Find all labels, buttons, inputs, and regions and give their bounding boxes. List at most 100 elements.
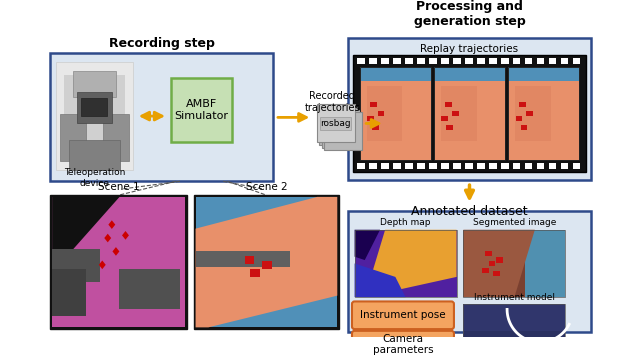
Text: Teleoperation
device: Teleoperation device <box>64 168 125 188</box>
Bar <box>489 163 497 169</box>
Polygon shape <box>104 234 111 242</box>
Bar <box>417 58 425 64</box>
Text: Recording step: Recording step <box>109 37 215 49</box>
Text: Scene 2: Scene 2 <box>246 182 287 192</box>
Bar <box>52 269 86 316</box>
Bar <box>493 271 500 276</box>
Bar <box>519 102 526 107</box>
Bar <box>357 58 365 64</box>
Bar <box>516 116 522 121</box>
Bar <box>434 81 505 160</box>
Bar <box>453 163 461 169</box>
Bar <box>429 58 436 64</box>
Bar <box>489 58 497 64</box>
Bar <box>250 269 260 277</box>
Bar <box>405 163 413 169</box>
Bar <box>51 53 273 181</box>
Polygon shape <box>108 220 115 229</box>
Bar <box>452 111 459 116</box>
Bar <box>434 67 505 160</box>
Bar <box>465 163 472 169</box>
Bar <box>453 58 461 64</box>
Bar <box>196 197 337 328</box>
Bar <box>64 75 125 157</box>
Bar <box>500 163 509 169</box>
Bar <box>441 58 449 64</box>
Text: AMBF
Simulator: AMBF Simulator <box>175 99 228 121</box>
Bar <box>463 304 565 356</box>
Text: Processing and
generation step: Processing and generation step <box>413 0 525 28</box>
Bar <box>446 125 453 130</box>
Bar <box>417 163 425 169</box>
Bar <box>405 58 413 64</box>
Bar <box>322 110 360 148</box>
Bar <box>393 163 401 169</box>
Bar <box>513 58 520 64</box>
Bar <box>429 163 436 169</box>
Bar <box>355 230 456 297</box>
Polygon shape <box>99 261 106 269</box>
Text: Instrument pose: Instrument pose <box>360 310 446 320</box>
Bar <box>244 256 254 264</box>
Bar <box>381 163 389 169</box>
Bar <box>262 261 271 269</box>
Bar <box>463 230 565 297</box>
Bar <box>369 163 377 169</box>
Bar <box>515 86 551 141</box>
Bar <box>320 116 351 130</box>
Bar <box>434 67 505 160</box>
Text: Camera
parameters: Camera parameters <box>372 334 433 355</box>
Bar <box>488 261 495 266</box>
Bar <box>196 251 290 267</box>
Bar <box>360 67 431 160</box>
Bar <box>372 125 379 130</box>
Bar <box>463 230 565 297</box>
Bar <box>441 86 477 141</box>
Bar <box>573 163 580 169</box>
Bar <box>56 62 133 170</box>
Text: Annotated dataset: Annotated dataset <box>411 205 528 218</box>
Text: Recorded
trajectories: Recorded trajectories <box>304 91 360 112</box>
Bar <box>508 67 579 160</box>
FancyBboxPatch shape <box>352 331 454 356</box>
Text: Replay trajectories: Replay trajectories <box>420 44 518 54</box>
Bar <box>561 58 568 64</box>
Bar <box>463 304 565 356</box>
Text: Segmented image: Segmented image <box>473 218 556 227</box>
Bar <box>520 125 527 130</box>
Bar <box>486 251 492 256</box>
Bar <box>536 163 545 169</box>
Bar <box>319 107 357 145</box>
Bar <box>441 116 448 121</box>
Bar <box>525 163 532 169</box>
Bar <box>317 104 355 142</box>
Bar <box>60 114 86 162</box>
FancyBboxPatch shape <box>352 302 454 329</box>
Bar <box>73 71 116 96</box>
Bar <box>508 81 579 160</box>
Bar <box>441 163 449 169</box>
Bar <box>81 98 108 116</box>
Bar <box>360 67 431 160</box>
Bar <box>465 58 472 64</box>
Polygon shape <box>196 197 337 328</box>
Bar <box>367 86 403 141</box>
Bar <box>495 257 502 263</box>
Polygon shape <box>355 263 406 297</box>
Bar <box>548 163 556 169</box>
Bar <box>500 58 509 64</box>
Bar <box>445 102 452 107</box>
Polygon shape <box>122 231 129 240</box>
Bar <box>367 116 374 121</box>
Bar <box>393 58 401 64</box>
Bar <box>381 58 389 64</box>
Bar <box>348 38 591 180</box>
Bar <box>77 92 112 122</box>
Bar <box>324 112 362 150</box>
Bar <box>483 268 490 273</box>
Bar <box>172 78 232 142</box>
Bar <box>194 195 339 329</box>
Bar <box>378 111 385 116</box>
Polygon shape <box>463 230 535 297</box>
Bar <box>103 114 129 162</box>
